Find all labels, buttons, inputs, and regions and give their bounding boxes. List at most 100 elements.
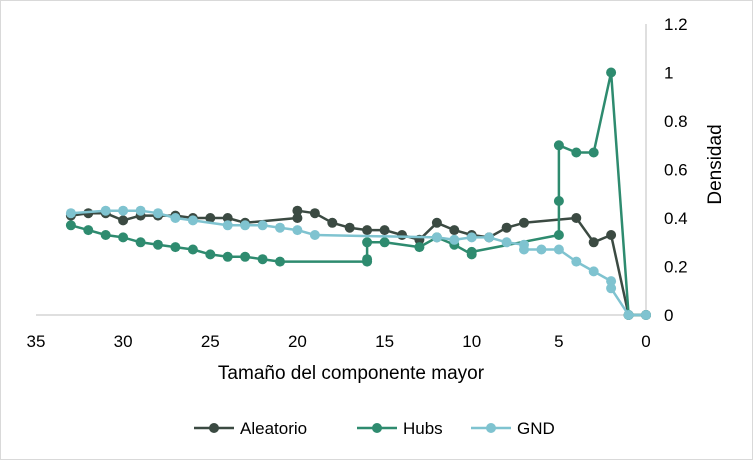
x-tick-label-10: 10: [462, 332, 481, 351]
y-tick-label-1-2: 1.2: [664, 15, 688, 34]
data-point-gnd-0: [65, 208, 76, 219]
data-point-gnd-7: [222, 220, 233, 231]
data-point-hubs-12: [275, 256, 285, 267]
data-point-gnd-3: [135, 205, 146, 216]
x-tick-label-0: 0: [641, 332, 650, 351]
series-hubs: [65, 67, 651, 320]
y-tick-label-0-6: 0.6: [664, 161, 688, 180]
data-point-aleatorio-18: [397, 230, 407, 240]
data-point-gnd-11: [292, 225, 303, 236]
legend-item-aleatorio: Aleatorio: [194, 419, 307, 438]
data-point-gnd-15: [466, 232, 477, 243]
legend-marker-aleatorio: [209, 423, 219, 433]
y-axis-title: Densidad: [705, 124, 726, 204]
legend: Aleatorio Hubs GND: [194, 419, 555, 438]
data-point-gnd-16: [484, 232, 495, 243]
data-point-gnd-17: [501, 237, 512, 248]
data-point-hubs-15: [362, 237, 373, 248]
x-tick-labels: 35 30 25 20 15 10 5 0: [27, 332, 651, 351]
x-tick-label-30: 30: [114, 332, 133, 351]
data-point-hubs-14: [362, 254, 373, 265]
data-point-gnd-4: [153, 208, 163, 219]
x-tick-label-5: 5: [554, 332, 563, 351]
data-point-hubs-17: [414, 242, 425, 253]
y-tick-label-1: 1: [664, 64, 673, 83]
data-point-aleatorio-9: [222, 213, 233, 223]
x-axis-title: Tamaño del componente mayor: [218, 363, 485, 384]
data-point-gnd-20: [536, 244, 547, 255]
data-point-aleatorio-20: [431, 217, 442, 228]
x-tick-label-20: 20: [288, 332, 307, 351]
data-point-aleatorio-27: [588, 237, 599, 248]
data-point-aleatorio-12: [292, 205, 303, 216]
data-point-aleatorio-16: [362, 225, 373, 236]
y-tick-label-0-2: 0.2: [664, 258, 688, 277]
data-point-hubs-8: [205, 249, 216, 260]
data-point-gnd-10: [275, 222, 285, 233]
x-tick-label-15: 15: [375, 332, 394, 351]
data-point-aleatorio-21: [449, 225, 460, 236]
data-point-gnd-24: [606, 276, 617, 287]
data-point-hubs-2: [100, 230, 111, 240]
legend-label-hubs: Hubs: [403, 419, 443, 438]
data-point-aleatorio-24: [501, 222, 512, 233]
legend-item-hubs: Hubs: [357, 419, 443, 438]
data-point-aleatorio-15: [344, 222, 355, 233]
legend-marker-hubs: [372, 423, 382, 433]
data-point-hubs-6: [170, 242, 181, 253]
legend-label-gnd: GND: [517, 419, 555, 438]
data-point-aleatorio-14: [327, 217, 338, 228]
data-point-hubs-25: [571, 147, 582, 158]
data-point-hubs-5: [153, 239, 163, 250]
data-point-hubs-27: [606, 67, 617, 78]
data-point-hubs-10: [240, 251, 251, 262]
data-point-aleatorio-13: [309, 208, 320, 219]
series-line-gnd: [70, 209, 646, 317]
data-point-hubs-24: [553, 140, 564, 151]
x-tick-label-35: 35: [27, 332, 46, 351]
data-point-aleatorio-26: [571, 213, 582, 223]
data-point-gnd-9: [257, 220, 268, 231]
data-point-gnd-14: [449, 234, 460, 245]
data-point-hubs-11: [257, 254, 268, 265]
data-point-gnd-22: [571, 256, 582, 267]
data-point-gnd-23: [588, 266, 599, 277]
data-point-gnd-5: [170, 213, 181, 223]
data-point-gnd-25: [606, 283, 617, 294]
y-tick-label-0: 0: [664, 306, 673, 325]
data-point-gnd-19: [519, 244, 529, 255]
series-layer: [65, 67, 651, 320]
data-point-hubs-3: [118, 232, 129, 243]
data-point-aleatorio-25: [519, 217, 529, 228]
data-point-hubs-7: [187, 244, 198, 255]
y-tick-label-0-8: 0.8: [664, 112, 688, 131]
x-tick-label-25: 25: [201, 332, 220, 351]
data-point-aleatorio-3: [118, 215, 129, 226]
data-point-hubs-0: [65, 220, 76, 231]
data-point-hubs-16: [379, 237, 390, 248]
series-gnd: [65, 205, 651, 320]
data-point-hubs-4: [135, 237, 146, 248]
data-point-gnd-27: [641, 310, 651, 320]
legend-label-aleatorio: Aleatorio: [240, 419, 307, 438]
data-point-gnd-12: [309, 230, 320, 240]
data-point-gnd-8: [240, 220, 251, 231]
legend-item-gnd: GND: [471, 419, 555, 438]
y-tick-labels: 0 0.2 0.4 0.6 0.8 1 1.2: [664, 15, 688, 325]
data-point-gnd-2: [118, 205, 129, 216]
series-line-hubs: [70, 71, 646, 317]
y-tick-label-0-4: 0.4: [664, 209, 688, 228]
data-point-aleatorio-11: [292, 213, 303, 223]
data-point-aleatorio-28: [606, 230, 617, 240]
data-point-hubs-23: [553, 196, 564, 206]
data-point-gnd-6: [187, 215, 198, 226]
data-point-hubs-21: [466, 246, 477, 257]
data-point-hubs-1: [83, 225, 94, 236]
data-point-hubs-9: [222, 251, 233, 262]
data-point-gnd-26: [623, 310, 634, 320]
legend-marker-gnd: [486, 423, 496, 433]
data-point-gnd-13: [431, 232, 442, 243]
data-point-gnd-21: [553, 244, 564, 255]
